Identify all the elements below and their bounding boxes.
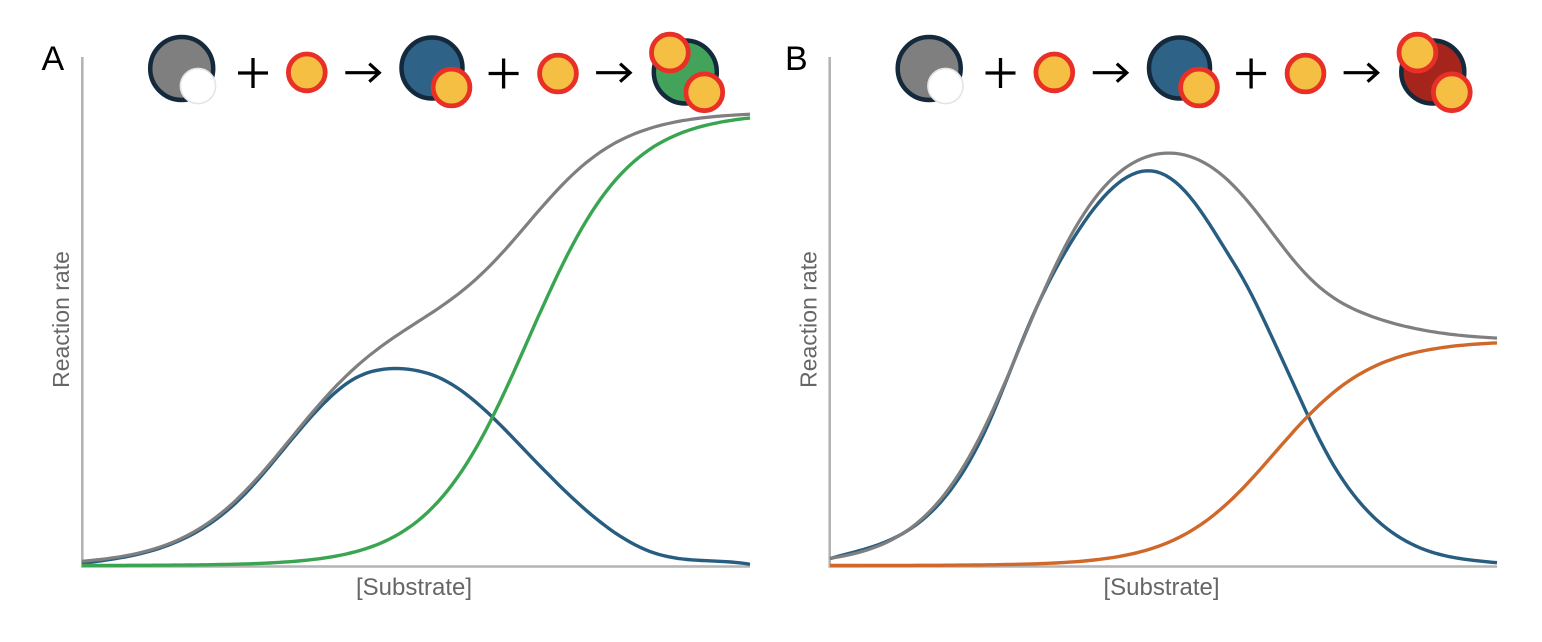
svg-text:[Substrate]: [Substrate] [356,574,472,601]
svg-text:B: B [785,40,808,78]
svg-text:A: A [42,40,65,78]
svg-text:Reaction rate: Reaction rate [48,251,74,388]
svg-text:Reaction rate: Reaction rate [796,251,822,388]
svg-text:[Substrate]: [Substrate] [1103,574,1219,601]
